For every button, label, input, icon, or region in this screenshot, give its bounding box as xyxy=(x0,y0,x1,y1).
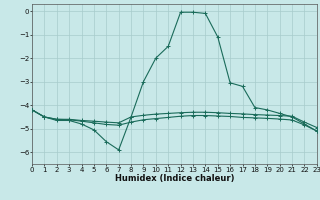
X-axis label: Humidex (Indice chaleur): Humidex (Indice chaleur) xyxy=(115,174,234,183)
